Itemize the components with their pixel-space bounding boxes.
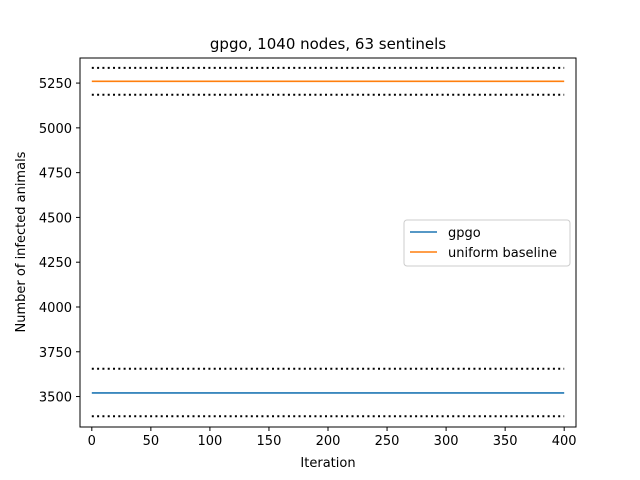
y-tick-label: 3750 bbox=[39, 346, 72, 361]
y-tick-label: 5000 bbox=[39, 122, 72, 137]
chart-title: gpgo, 1040 nodes, 63 sentinels bbox=[210, 35, 446, 53]
x-tick-label: 0 bbox=[88, 434, 96, 449]
x-tick-label: 400 bbox=[552, 434, 577, 449]
x-tick-label: 150 bbox=[257, 434, 282, 449]
y-axis-label: Number of infected animals bbox=[14, 151, 29, 332]
legend-label: uniform baseline bbox=[448, 246, 557, 261]
y-tick-label: 3500 bbox=[39, 391, 72, 406]
x-tick-label: 200 bbox=[316, 434, 341, 449]
x-tick-label: 300 bbox=[434, 434, 459, 449]
plot-frame bbox=[79, 57, 577, 428]
x-axis-label: Iteration bbox=[300, 456, 355, 471]
x-tick-label: 100 bbox=[197, 434, 222, 449]
y-tick-label: 4500 bbox=[39, 211, 72, 226]
y-tick-label: 4750 bbox=[39, 167, 72, 182]
y-tick-label: 4000 bbox=[39, 301, 72, 316]
x-tick-label: 350 bbox=[493, 434, 518, 449]
legend-box bbox=[403, 219, 571, 267]
legend-label: gpgo bbox=[448, 226, 481, 241]
x-tick-label: 50 bbox=[143, 434, 160, 449]
y-tick-label: 5250 bbox=[39, 77, 72, 92]
y-tick-label: 4250 bbox=[39, 256, 72, 271]
x-tick-label: 250 bbox=[375, 434, 400, 449]
legend: gpgo uniform baseline bbox=[403, 219, 571, 267]
